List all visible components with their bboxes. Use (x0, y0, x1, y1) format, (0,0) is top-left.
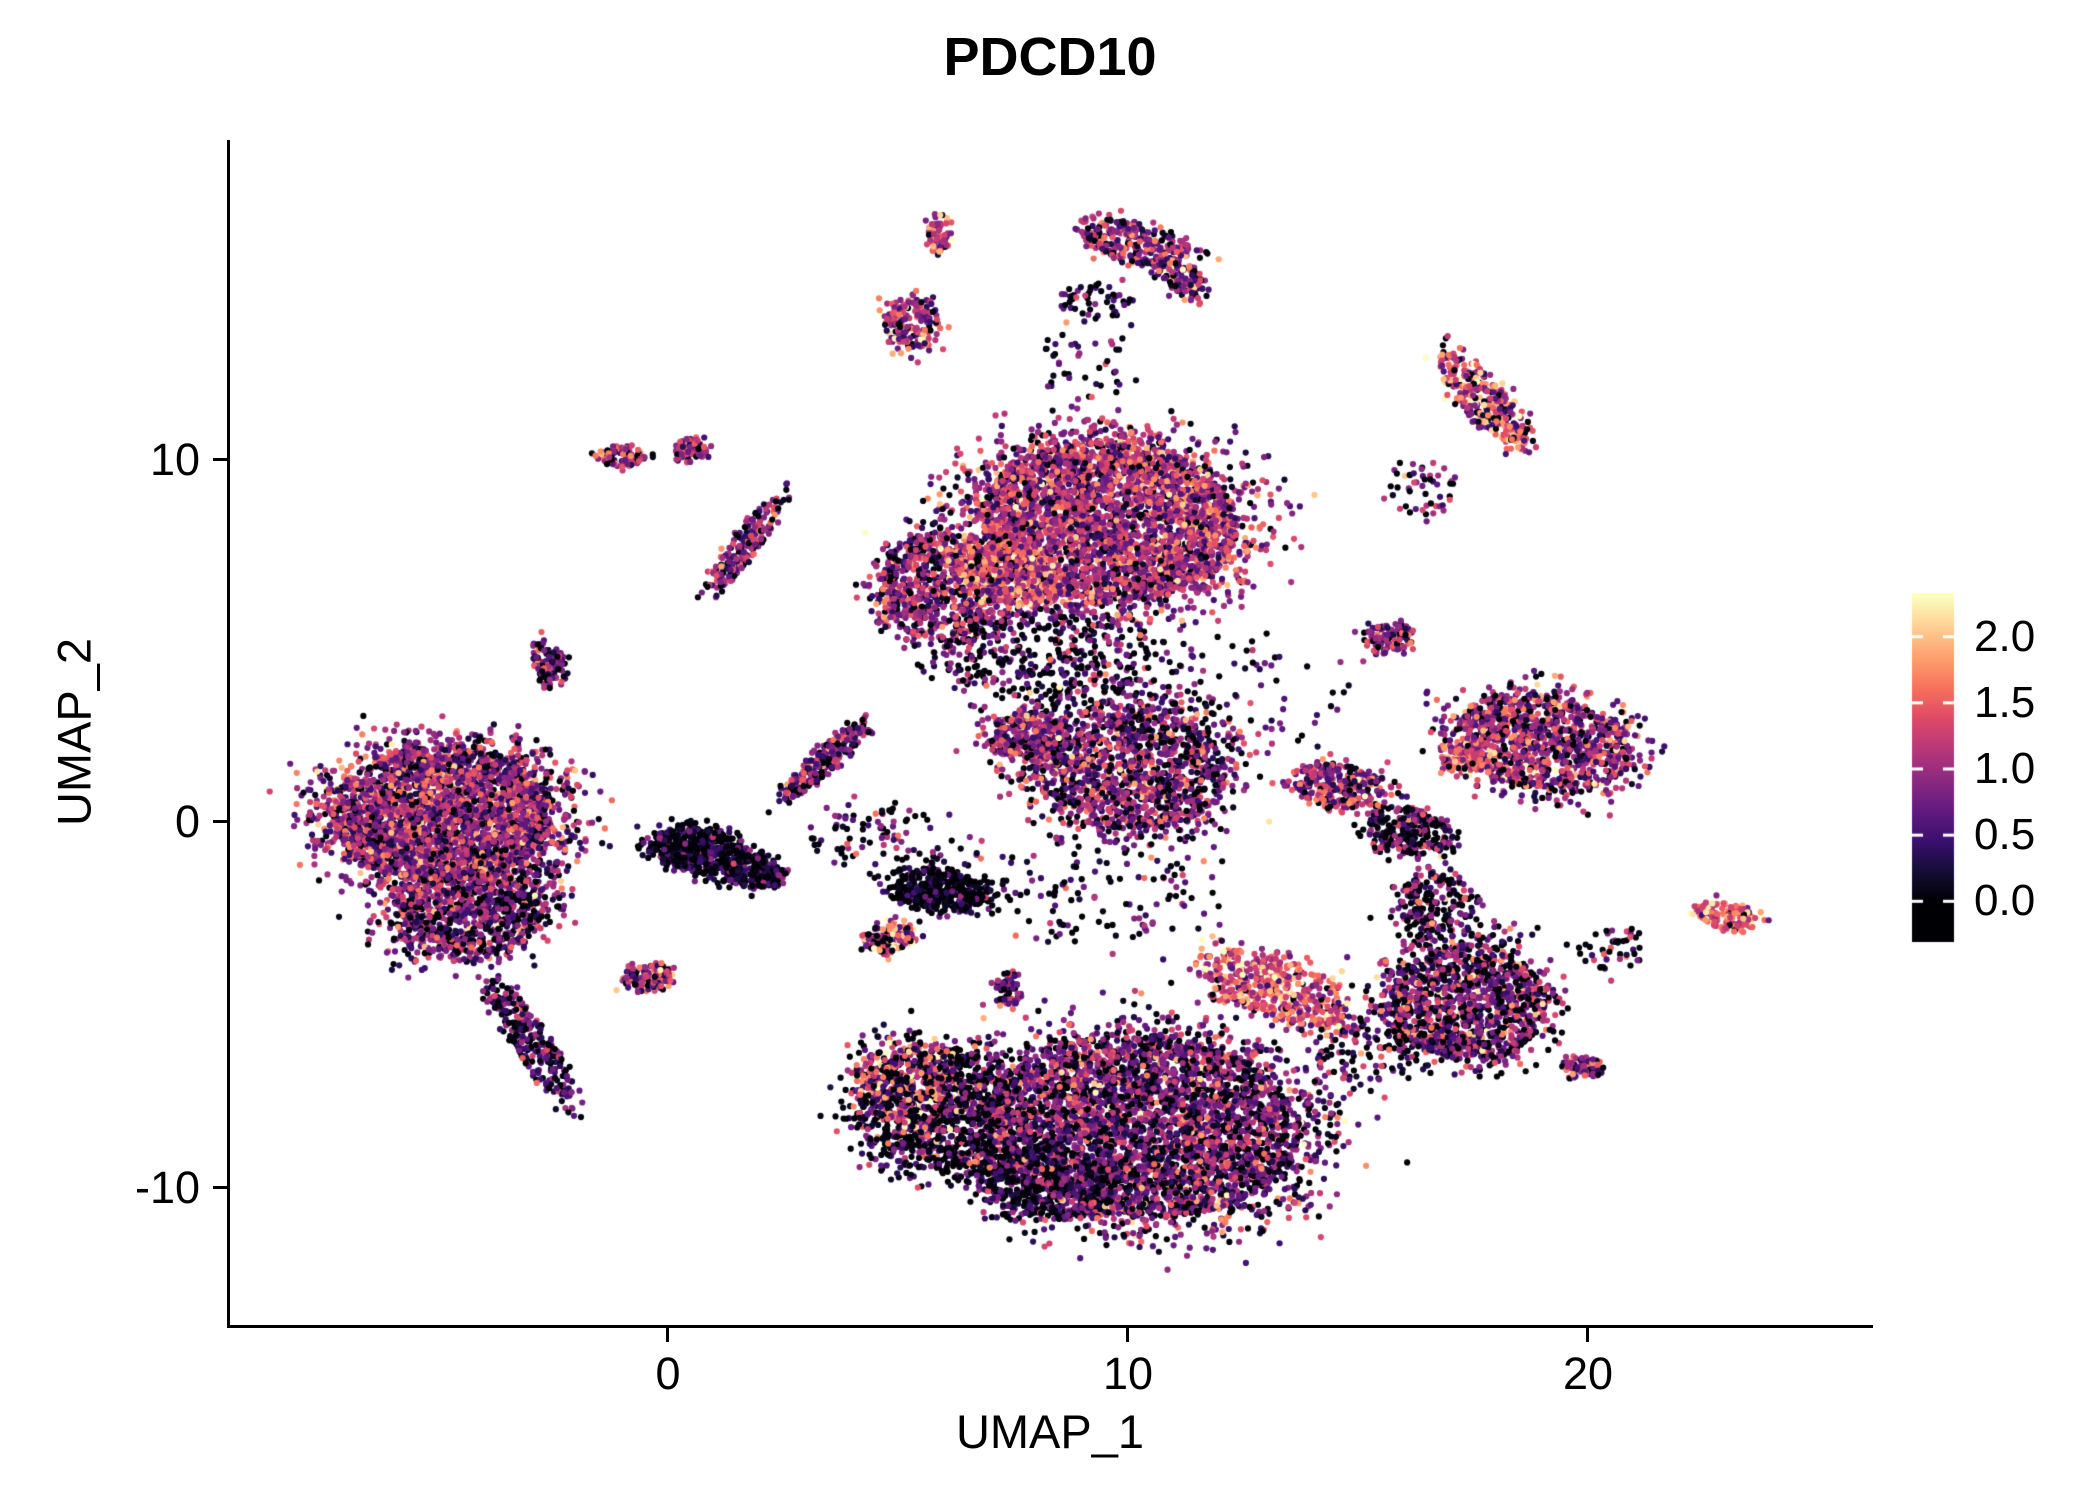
y-tick-label-neg10: -10 (134, 1162, 200, 1213)
colorbar-tick-label-0.5: 0.5 (1974, 810, 2036, 859)
colorbar-tick-label-2.0: 2.0 (1974, 612, 2036, 661)
colorbar-tick-label-1.5: 1.5 (1974, 678, 2036, 727)
x-axis-line (227, 1325, 1873, 1328)
y-tick-mark-0 (213, 820, 227, 823)
y-tick-mark-10 (213, 458, 227, 461)
y-tick-mark-neg10 (213, 1186, 227, 1189)
x-tick-mark-20 (1586, 1328, 1589, 1342)
colorbar-tick-label-0.0: 0.0 (1974, 876, 2036, 925)
x-tick-label-20: 20 (1562, 1348, 1614, 1399)
colorbar-tick-label-1.0: 1.0 (1974, 744, 2036, 793)
x-tick-mark-10 (1126, 1328, 1129, 1342)
expression-colorbar (1912, 593, 1954, 941)
y-axis-line (227, 140, 230, 1328)
x-tick-mark-0 (666, 1328, 669, 1342)
y-tick-label-10: 10 (149, 434, 200, 485)
x-tick-label-10: 10 (1102, 1348, 1154, 1399)
x-tick-label-0: 0 (655, 1348, 681, 1399)
x-axis-label: UMAP_1 (955, 1405, 1145, 1458)
y-tick-label-0: 0 (174, 796, 200, 847)
plot-title: PDCD10 (943, 27, 1157, 87)
